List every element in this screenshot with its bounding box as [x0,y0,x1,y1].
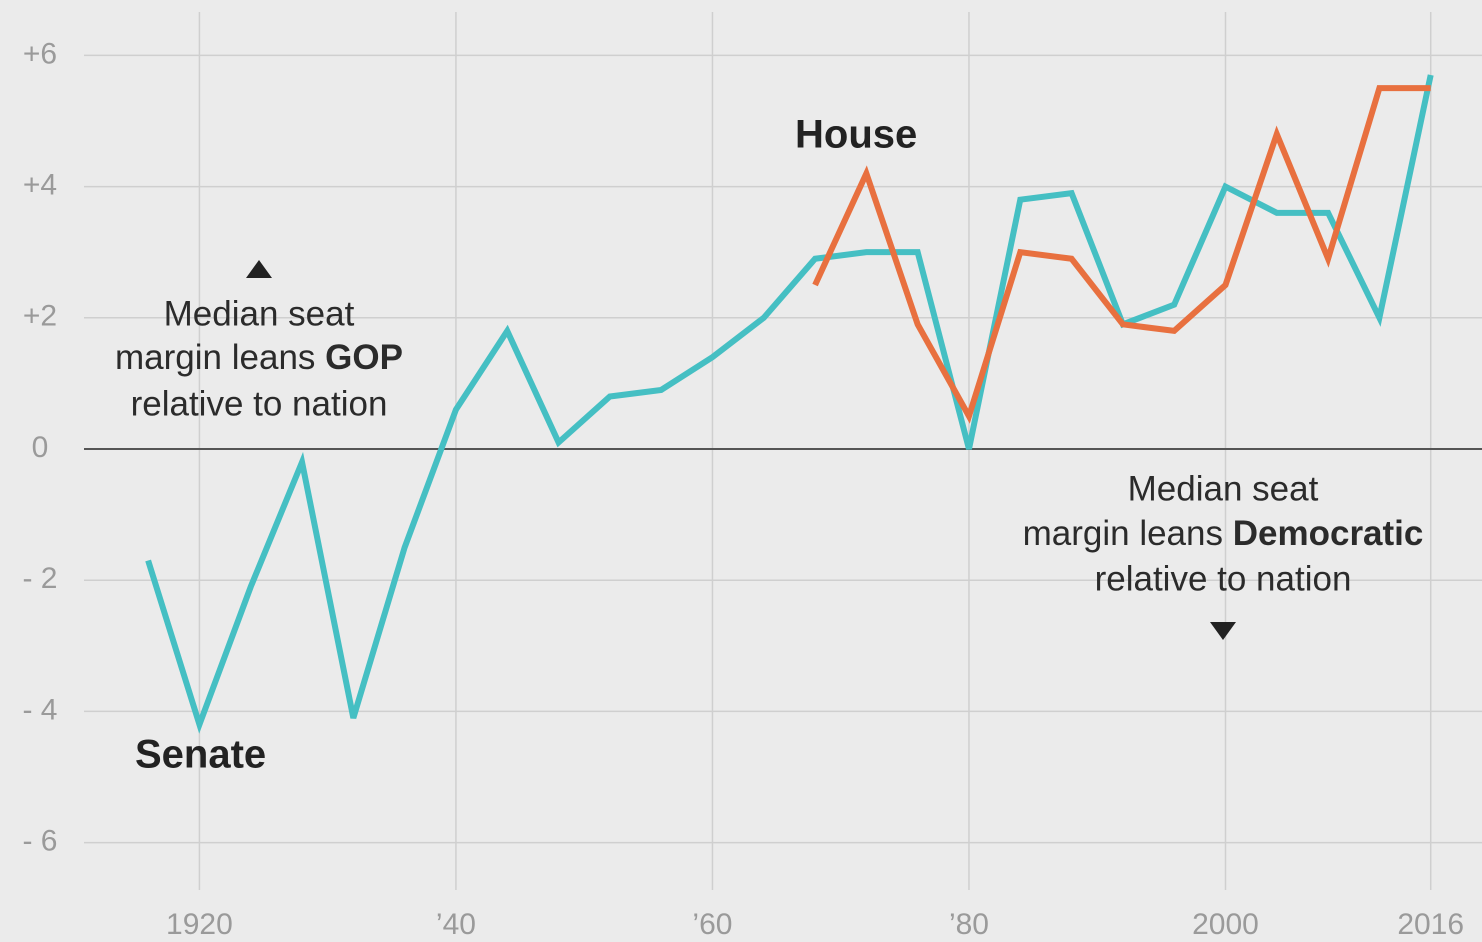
annotation-bold: Democratic [1233,514,1424,553]
series-label: Senate [135,733,266,777]
series-label: House [795,113,917,157]
annotation-line: margin leans Democratic [1023,514,1424,553]
annotation-text: margin leans [1023,514,1223,553]
y-tick-label: - 2 [22,562,57,595]
annotation-bold: GOP [325,338,403,377]
x-tick-label: 2000 [1192,908,1259,941]
annotation-text: margin leans [115,338,315,377]
x-tick-label: 2016 [1397,908,1464,941]
y-tick-label: - 4 [22,693,57,726]
x-tick-label: 1920 [166,908,233,941]
y-tick-label: +2 [23,300,57,333]
annotation-line: relative to nation [131,384,388,423]
annotations: Median seat margin leans GOP relative to… [115,260,1423,640]
grid: 1920 ’40 ’60 ’80 2000 2016 +6 +4 +2 0 - 2 - 4 - 6 [22,12,1482,941]
annotation-line: relative to nation [1095,559,1352,598]
x-tick-label: ’60 [692,908,732,941]
y-tick-label: - 6 [22,825,57,858]
up-arrow [246,260,272,278]
y-tick-label: +6 [23,37,57,70]
annotation-line: Median seat [1128,469,1319,508]
series-line [812,85,1431,424]
annotation-line: margin leans GOP [115,338,403,377]
annotation-line: Median seat [164,294,355,333]
lines [145,74,1434,734]
series-line [145,74,1434,734]
x-tick-label: ’40 [436,908,476,941]
x-tick-label: ’80 [949,908,989,941]
y-tick-label: 0 [32,431,49,464]
y-tick-label: +4 [23,168,57,201]
down-arrow [1210,622,1236,640]
